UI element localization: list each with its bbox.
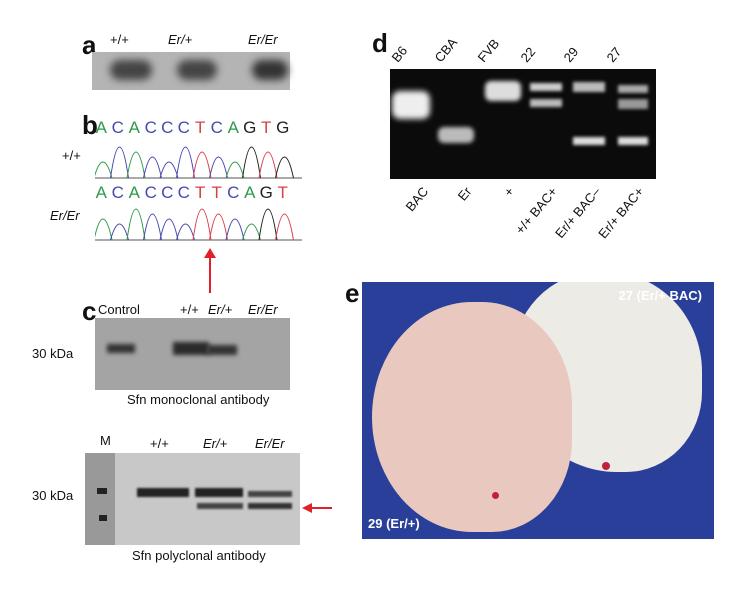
base-call: A [95, 183, 107, 202]
trace-peak [275, 156, 294, 179]
gel-d [390, 69, 656, 179]
lane-label: +/+ [110, 32, 129, 47]
base-call: C [161, 183, 174, 202]
mouse-label-27: 27 (Er/+ BAC) [618, 288, 702, 303]
trace-peak [258, 208, 278, 241]
base-call: G [259, 183, 273, 202]
base-call: C [227, 183, 240, 202]
base-call: C [177, 118, 190, 137]
blot-a [92, 52, 290, 90]
caption: Sfn polyclonal antibody [132, 548, 266, 563]
lane-label: +/+ [180, 302, 199, 317]
panel-b-label: b [82, 110, 98, 140]
base-call: G [243, 118, 257, 137]
gel-lane-label: CBA [431, 34, 461, 65]
base-call: A [128, 118, 140, 137]
gel-lane-label: 27 [603, 44, 625, 65]
caption: Sfn monoclonal antibody [127, 392, 270, 407]
gel-lane-label: 29 [560, 44, 582, 65]
lane-label: Er/+ [208, 302, 233, 317]
blot-c-mono [95, 318, 290, 390]
base-call: C [210, 118, 223, 137]
trace-peak [275, 213, 294, 241]
trace-peak [192, 151, 212, 179]
trace-peak [126, 208, 146, 241]
gel-genotype-label: BAC [402, 184, 432, 215]
gel-lane-label: FVB [474, 35, 503, 65]
trace-peak [225, 161, 245, 179]
lane-label: Er/Er [248, 302, 278, 317]
trace-peak [176, 146, 195, 179]
trace-peak [192, 208, 212, 241]
marker-label: 30 kDa [32, 488, 74, 503]
lane-label: Er/Er [248, 32, 278, 47]
trace-peak [242, 146, 261, 179]
base-call: T [277, 183, 288, 202]
base-call: A [128, 183, 140, 202]
base-call: C [177, 183, 190, 202]
base-call: T [195, 183, 206, 202]
base-call: C [144, 118, 157, 137]
panel-d-label: d [372, 28, 388, 58]
blot-c-poly [85, 453, 300, 545]
trace-peak [143, 213, 162, 241]
panel-c-label: c [82, 296, 97, 326]
trace-peak [209, 213, 228, 241]
band-arrow-icon [302, 503, 332, 513]
lane-label: M [100, 433, 111, 448]
gel-genotype-label: + [501, 184, 518, 200]
base-call: T [195, 118, 206, 137]
base-call: A [95, 118, 107, 137]
trace-peak [176, 223, 195, 241]
trace-peak [159, 161, 179, 179]
base-call: C [111, 118, 124, 137]
lane-label: Er/Er [255, 436, 285, 451]
trace-peak [110, 223, 129, 241]
lane-label: +/+ [150, 436, 169, 451]
genotype-label: Er/Er [50, 208, 80, 223]
trace-peak [110, 146, 129, 179]
trace-peak [143, 156, 162, 179]
gel-lane-label: B6 [388, 43, 411, 65]
trace-peak [258, 151, 278, 179]
mouse-label-29: 29 (Er/+) [368, 516, 420, 531]
base-call: C [161, 118, 174, 137]
genotype-label: +/+ [62, 148, 81, 163]
trace-peak [95, 218, 113, 241]
base-call: T [261, 118, 272, 137]
lane-label: Control [98, 302, 140, 317]
mouse-photo: 27 (Er/+ BAC) 29 (Er/+) [362, 282, 714, 539]
base-call: C [111, 183, 124, 202]
trace-peak [95, 161, 113, 179]
panel-e-label: e [345, 278, 360, 308]
chromatogram [95, 146, 302, 241]
trace-peak [159, 218, 179, 241]
marker-label: 30 kDa [32, 346, 74, 361]
base-call: T [211, 183, 222, 202]
trace-peak [242, 223, 261, 241]
base-call: A [227, 118, 239, 137]
trace-peak [126, 151, 146, 179]
trace-peak [225, 218, 245, 241]
lane-label: Er/+ [203, 436, 228, 451]
base-call: A [244, 183, 256, 202]
mutation-arrow-icon [204, 248, 216, 293]
lane-label: Er/+ [168, 32, 193, 47]
trace-peak [209, 156, 228, 179]
gel-lane-label: 22 [517, 44, 539, 65]
gel-genotype-label: Er [454, 184, 475, 204]
base-call: C [144, 183, 157, 202]
base-call: G [276, 118, 290, 137]
